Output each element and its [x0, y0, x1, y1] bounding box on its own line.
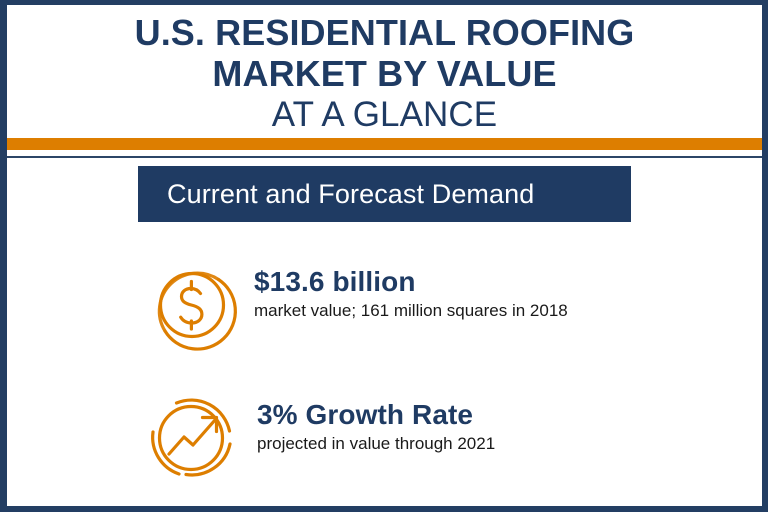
orange-divider — [7, 138, 762, 150]
stat-subtext: market value; 161 million squares in 201… — [254, 301, 568, 320]
section-header-band: Current and Forecast Demand — [138, 166, 631, 222]
section-header-label: Current and Forecast Demand — [167, 178, 535, 209]
dollar-coin-icon — [140, 253, 244, 357]
page-title: U.S. RESIDENTIAL ROOFING MARKET BY VALUE… — [7, 5, 762, 135]
stat-row: 3% Growth Rate projected in value throug… — [143, 386, 495, 490]
growth-arrow-icon — [143, 386, 247, 490]
infographic-inner: U.S. RESIDENTIAL ROOFING MARKET BY VALUE… — [7, 5, 762, 506]
navy-divider — [7, 156, 762, 158]
title-line-2: MARKET BY VALUE — [212, 53, 557, 94]
stat-row: $13.6 billion market value; 161 million … — [140, 253, 568, 357]
stat-text-group: $13.6 billion market value; 161 million … — [244, 253, 568, 322]
stat-headline: $13.6 billion — [254, 266, 416, 297]
title-line-3: AT A GLANCE — [271, 95, 498, 134]
stat-text-group: 3% Growth Rate projected in value throug… — [247, 386, 495, 455]
stat-headline: 3% Growth Rate — [257, 399, 474, 430]
stat-subtext: projected in value through 2021 — [257, 434, 496, 453]
title-line-1: U.S. RESIDENTIAL ROOFING — [134, 12, 635, 53]
